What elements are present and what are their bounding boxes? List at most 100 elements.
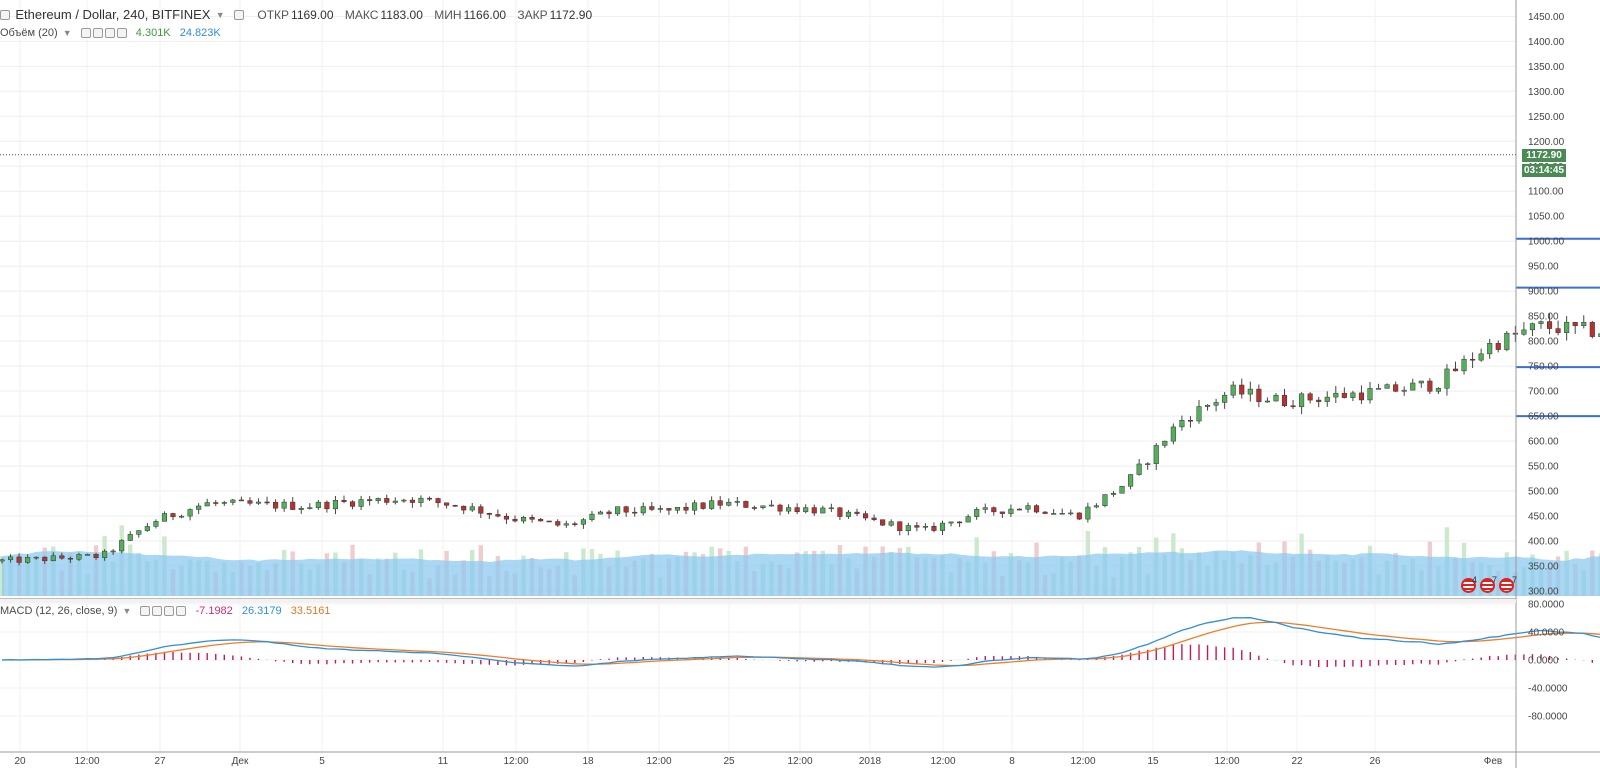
macd-tick-label: 80.0000 bbox=[1528, 600, 1565, 611]
price-tick-label: 1250.00 bbox=[1528, 112, 1565, 123]
visibility-icon[interactable] bbox=[80, 28, 91, 39]
candle-body bbox=[221, 502, 227, 504]
price-tick-label: 1050.00 bbox=[1528, 212, 1565, 223]
candle-body bbox=[1145, 463, 1151, 465]
candle-body bbox=[264, 501, 270, 504]
candle-body bbox=[845, 511, 852, 517]
candle-body bbox=[538, 519, 544, 522]
candle-body bbox=[1418, 380, 1424, 384]
candle-body bbox=[1110, 492, 1117, 495]
add-icon[interactable] bbox=[164, 606, 175, 617]
macd-header: MACD (12, 26, close, 9) ▼ -7.1982 26.317… bbox=[0, 603, 330, 619]
candle-body bbox=[238, 499, 244, 502]
macd-hist-value: -7.1982 bbox=[195, 605, 233, 618]
candle-body bbox=[444, 502, 450, 506]
candle-body bbox=[1358, 392, 1365, 401]
candle-body bbox=[213, 502, 219, 504]
candle-body bbox=[1367, 388, 1373, 401]
macd-signal-value: 33.5161 bbox=[290, 605, 331, 618]
time-tick-label: 12:00 bbox=[787, 756, 812, 767]
candle-body bbox=[974, 509, 980, 517]
candle-body bbox=[469, 506, 475, 511]
macd-tick-label: 0.0000 bbox=[1528, 656, 1559, 667]
candle-body bbox=[1504, 332, 1510, 350]
candle-body bbox=[1273, 394, 1279, 402]
candle-body bbox=[1427, 380, 1433, 392]
candle-body bbox=[1281, 394, 1288, 407]
candle-body bbox=[1085, 506, 1091, 520]
price-tick-label: 1400.00 bbox=[1528, 37, 1565, 48]
candle-body bbox=[1538, 321, 1544, 324]
candle-body bbox=[965, 516, 971, 523]
candle-body bbox=[127, 534, 133, 541]
candle-body bbox=[1051, 513, 1057, 515]
price-tick-label: 800.00 bbox=[1528, 337, 1559, 348]
last-price-tag: 1172.90 bbox=[1522, 149, 1566, 162]
time-tick-label: 26 bbox=[1369, 756, 1381, 767]
candle-body bbox=[1170, 426, 1176, 442]
candle-body bbox=[709, 500, 715, 509]
candle-body bbox=[1376, 388, 1382, 390]
price-tick-label: 850.00 bbox=[1528, 312, 1559, 323]
candle-body bbox=[828, 507, 834, 510]
candle-body bbox=[33, 556, 39, 559]
us-flag-icon[interactable] bbox=[1480, 578, 1495, 593]
candle-body bbox=[982, 507, 988, 510]
symbol-header: Ethereum / Dollar, 240, BITFINEX ▼ ОТКР 1… bbox=[0, 6, 592, 23]
visibility-icon[interactable] bbox=[234, 9, 245, 20]
macd-signal-line bbox=[1, 621, 1600, 667]
price-tick-label: 900.00 bbox=[1528, 287, 1559, 298]
price-tick-label: 750.00 bbox=[1528, 362, 1559, 373]
candle-body bbox=[290, 501, 296, 510]
candle-body bbox=[196, 505, 202, 510]
candle-body bbox=[1025, 505, 1031, 510]
candle-body bbox=[1487, 343, 1493, 355]
add-icon[interactable] bbox=[104, 28, 115, 39]
candle-body bbox=[939, 522, 946, 531]
candle-body bbox=[495, 514, 501, 517]
volume-value: 4.301K bbox=[135, 27, 171, 40]
candle-body bbox=[999, 511, 1005, 514]
chevron-down-icon[interactable]: ▼ bbox=[215, 9, 225, 20]
close-icon[interactable] bbox=[176, 606, 187, 617]
event-count: 7 bbox=[1492, 575, 1498, 585]
candle-body bbox=[298, 508, 304, 510]
candle-body bbox=[1068, 512, 1074, 515]
candle-body bbox=[905, 525, 911, 531]
candle-body bbox=[76, 554, 82, 560]
candle-body bbox=[1247, 388, 1253, 395]
close-icon[interactable] bbox=[116, 28, 127, 39]
settings-icon[interactable] bbox=[92, 28, 103, 39]
visibility-icon[interactable] bbox=[140, 606, 151, 617]
candle-body bbox=[16, 556, 22, 563]
candle-body bbox=[726, 501, 732, 506]
candle-body bbox=[546, 520, 552, 523]
candle-body bbox=[863, 513, 869, 519]
candle-body bbox=[1299, 393, 1305, 408]
price-tick-label: 300.00 bbox=[1528, 587, 1559, 598]
candle-body bbox=[102, 550, 108, 558]
price-tick-label: 1000.00 bbox=[1528, 237, 1565, 248]
chevron-down-icon[interactable]: ▼ bbox=[62, 28, 72, 39]
candle-body bbox=[837, 507, 843, 517]
us-flag-icon[interactable] bbox=[1499, 578, 1514, 593]
time-tick-label: 2018 bbox=[859, 756, 882, 767]
support-levels bbox=[1516, 237, 1600, 418]
candle-body bbox=[281, 501, 287, 509]
candle-body bbox=[529, 517, 535, 520]
time-tick-label: Фев bbox=[1484, 756, 1502, 767]
candle-body bbox=[991, 507, 997, 513]
candle-body bbox=[794, 507, 800, 513]
macd-tick-label: -40.0000 bbox=[1528, 684, 1568, 695]
time-tick-label: 11 bbox=[438, 756, 449, 767]
collapse-icon[interactable] bbox=[0, 9, 10, 20]
candle-body bbox=[42, 556, 48, 562]
candle-body bbox=[230, 499, 236, 503]
candle-body bbox=[1547, 321, 1553, 329]
candle-body bbox=[1179, 420, 1185, 428]
chevron-down-icon[interactable]: ▼ bbox=[122, 606, 132, 617]
us-flag-icon[interactable] bbox=[1461, 578, 1476, 593]
macd-line bbox=[1, 617, 1600, 668]
settings-icon[interactable] bbox=[152, 606, 163, 617]
